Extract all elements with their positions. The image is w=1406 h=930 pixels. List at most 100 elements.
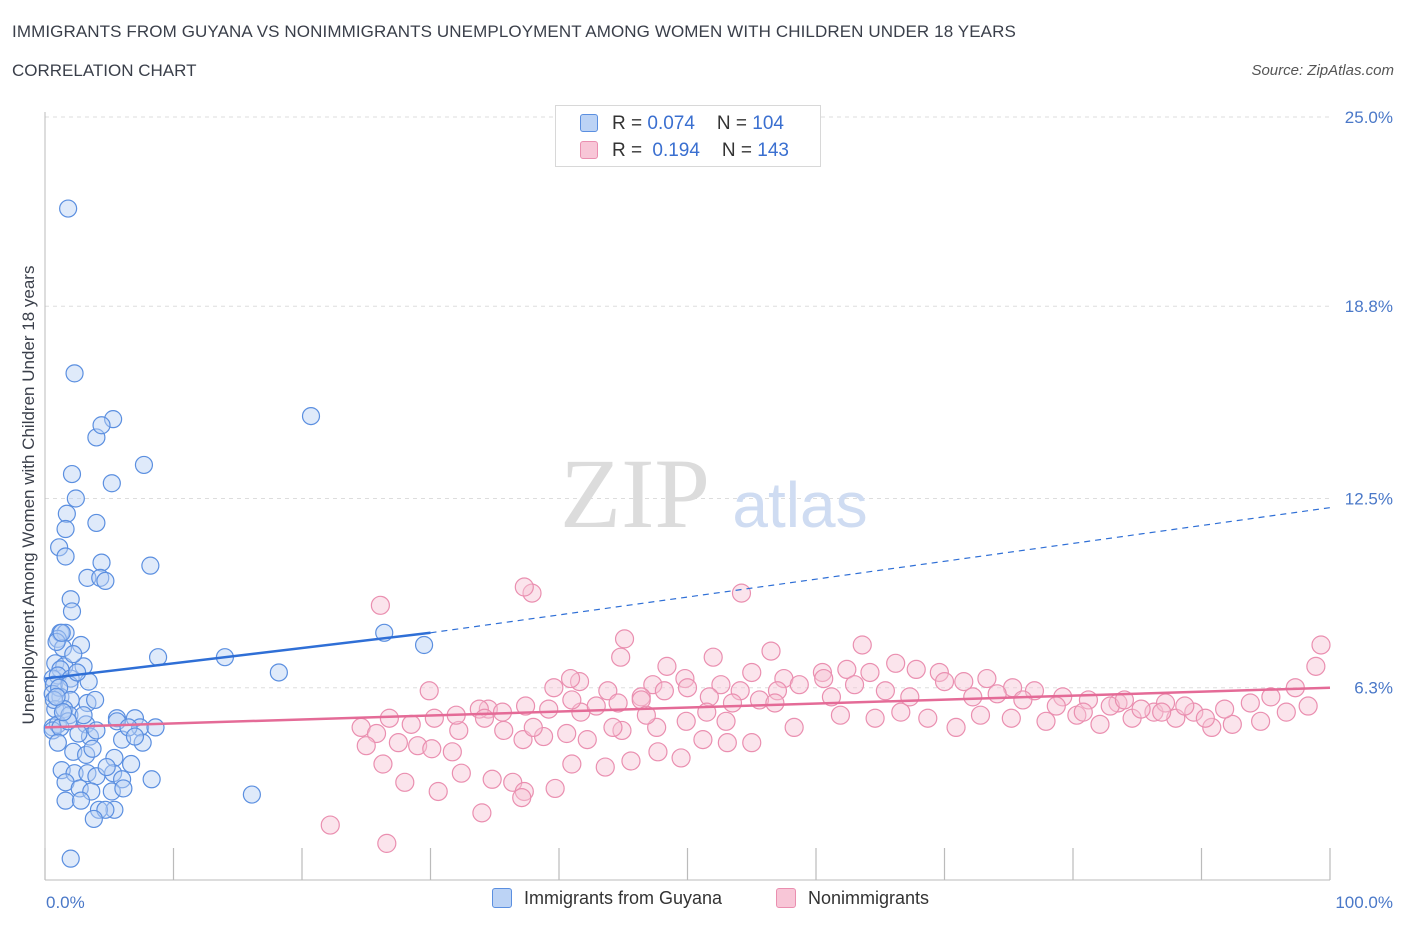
nonimmigrant-point (379, 708, 399, 728)
nonimmigrant-point (1251, 711, 1271, 731)
tick-labels: 6.3% 12.5% 18.8% 25.0% 0.0% 100.0% (46, 108, 1393, 912)
guyana-point (71, 635, 91, 655)
nonimmigrant-point (716, 711, 736, 731)
nonimmigrant-point (657, 656, 677, 676)
guyana-point (414, 635, 434, 655)
nonimmigrant-point (693, 730, 713, 750)
nonimmigrant-point (320, 815, 340, 835)
nonimmigrant-point (424, 708, 444, 728)
nonimmigrant-point (451, 763, 471, 783)
nonimmigrant-point (814, 668, 834, 689)
nonimmigrant-point (1261, 687, 1281, 707)
nonimmigrant-point (1090, 714, 1110, 734)
nonimmigrant-point (1240, 693, 1260, 713)
nonimmigrant-point (522, 583, 542, 603)
guyana-point (119, 718, 138, 737)
series-legend: Immigrants from Guyana Nonimmigrants (0, 888, 1406, 918)
guyana-point (141, 556, 160, 575)
guyana-point (83, 739, 102, 758)
nonimmigrant-point (1311, 635, 1331, 655)
nonimmigrant-point (767, 681, 788, 701)
guyana-point (68, 663, 87, 682)
nonimmigrant-point (970, 705, 991, 725)
nonimmigrant-point (545, 778, 565, 799)
nonimmigrant-point (614, 629, 635, 649)
legend-label-guyana: Immigrants from Guyana (524, 888, 723, 908)
nonimmigrant-point (442, 742, 462, 762)
nonimmigrant-point (1073, 702, 1093, 722)
nonimmigrant-point (977, 668, 997, 689)
nonimmigrant-point (1306, 656, 1326, 676)
nonimmigrant-point (388, 733, 408, 753)
guyana-point (125, 727, 145, 746)
nonimmigrant-point (523, 717, 543, 738)
legend-row-guyana: R = 0.074 N = 104 (580, 113, 784, 135)
guyana-point (96, 571, 115, 591)
guyana-point (48, 733, 67, 752)
nonimmigrant-point (875, 681, 895, 701)
guyana-point (62, 602, 82, 621)
guyana-point (87, 513, 106, 533)
y-tick-label: 12.5% (1345, 490, 1393, 509)
nonimmigrants-trend-line (44, 686, 1331, 729)
legend-swatch-nonimmigrants (776, 888, 796, 908)
guyana-point (112, 770, 132, 789)
nonimmigrant-point (844, 675, 865, 695)
guyana-trend-extension (430, 507, 1331, 634)
nonimmigrant-point (472, 803, 492, 823)
nonimmigrant-point (408, 736, 428, 756)
nonimmigrant-point (761, 641, 781, 661)
nonimmigrant-point (562, 690, 582, 710)
nonimmigrant-point (918, 708, 938, 728)
legend-swatch-guyana (492, 888, 512, 908)
nonimmigrant-point (730, 681, 750, 701)
guyana-point (65, 364, 84, 383)
guyana-point (84, 809, 103, 829)
guyana-point (59, 199, 78, 218)
nonimmigrant-point (1195, 708, 1215, 728)
watermark-atlas: atlas (732, 469, 867, 541)
legend-r-value: 0.194 (652, 140, 700, 161)
nonimmigrant-point (515, 696, 536, 716)
nonimmigrant-point (821, 687, 842, 707)
nonimmigrant-point (1131, 699, 1151, 719)
nonimmigrant-point (886, 653, 906, 673)
legend-swatch-blue (580, 114, 598, 132)
nonimmigrant-point (963, 687, 983, 707)
guyana-point (61, 849, 80, 868)
nonimmigrant-point (1046, 696, 1066, 716)
guyana-point (102, 782, 121, 801)
guyana-point (148, 648, 168, 667)
legend-item-guyana: Immigrants from Guyana (492, 888, 722, 909)
nonimmigrants-points (320, 577, 1331, 853)
nonimmigrant-point (539, 699, 559, 719)
legend-row-nonimmigrants: R = 0.194 N = 143 (580, 140, 789, 162)
y-tick-label: 18.8% (1345, 297, 1393, 316)
nonimmigrant-point (711, 675, 731, 695)
nonimmigrant-point (586, 696, 606, 716)
nonimmigrant-point (1222, 714, 1242, 734)
nonimmigrant-point (422, 739, 442, 759)
guyana-point (56, 547, 75, 566)
guyana-point (52, 623, 71, 642)
source-note: Source: ZipAtlas.com (1251, 62, 1394, 79)
guyana-point (71, 791, 91, 810)
nonimmigrant-point (373, 754, 393, 774)
nonimmigrant-point (595, 757, 615, 777)
nonimmigrant-point (544, 678, 564, 698)
nonimmigrant-point (356, 736, 376, 756)
legend-n-value: 104 (752, 113, 784, 134)
guyana-point (69, 724, 88, 743)
guyana-point (301, 406, 321, 426)
nonimmigrant-point (1100, 696, 1120, 716)
guyana-point (121, 754, 141, 774)
guyana-point (57, 504, 76, 523)
guyana-point (50, 538, 69, 557)
nonimmigrant-point (765, 693, 785, 713)
nonimmigrant-point (636, 705, 656, 725)
legend-n-label: N = (716, 113, 753, 134)
guyana-point (56, 519, 75, 539)
guyana-point (47, 632, 66, 652)
nonimmigrant-point (648, 742, 668, 762)
legend-label-nonimmigrants: Nonimmigrants (808, 888, 930, 908)
